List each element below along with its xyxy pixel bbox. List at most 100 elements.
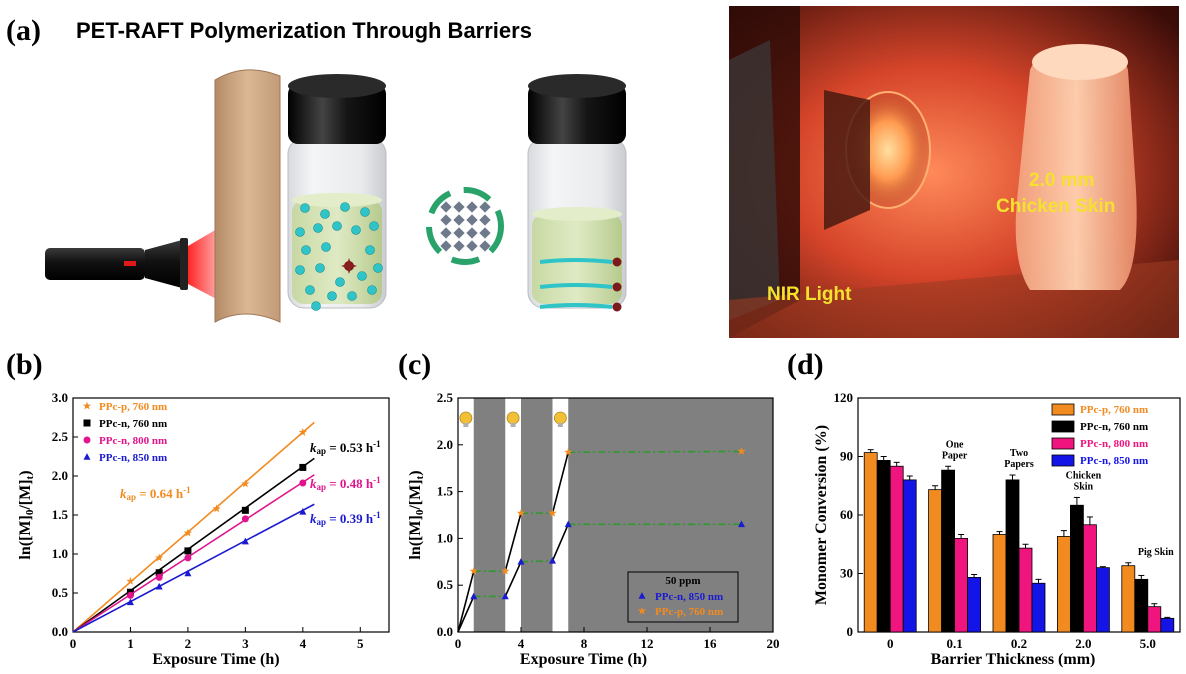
monomer-dot	[360, 207, 370, 217]
legend-swatch	[1051, 420, 1075, 433]
cage-node	[466, 214, 478, 226]
legend-marker	[82, 401, 92, 410]
cage-node	[466, 240, 478, 252]
light-bulb-icon	[553, 411, 567, 425]
y-axis-label-part: t	[24, 475, 36, 479]
y-axis-label-part: ln([M]	[407, 515, 424, 559]
bar	[954, 538, 968, 633]
legend-label: PPc-n, 800 nm	[1080, 438, 1148, 450]
group-label: One	[946, 439, 964, 450]
cage-node	[466, 227, 478, 239]
fit-line	[72, 474, 315, 633]
bar	[1018, 547, 1033, 633]
kap-annotation: kap = 0.48 h-1	[310, 475, 381, 492]
legend-label: PPc-n, 850 nm	[655, 591, 723, 603]
light-bulb-base	[463, 423, 469, 427]
kap-annotation: kap = 0.53 h-1	[310, 439, 381, 456]
y-axis-label-part: /[M]	[407, 479, 424, 510]
group-label: Two	[1010, 448, 1028, 459]
monomer-dot	[327, 291, 337, 301]
irradiation-segment	[551, 452, 570, 514]
kap-value: = 0.48 h	[326, 476, 374, 491]
cage-node	[453, 214, 465, 226]
legend-marker	[83, 453, 91, 460]
y-axis-label-part: 0	[24, 509, 36, 515]
y-axis-label-part: ln([M]	[17, 515, 34, 559]
photo-label-barrier: Chicken Skin	[996, 196, 1115, 217]
vial-before-icon	[287, 74, 387, 309]
cage-node	[440, 240, 452, 252]
x-tick-label: 0	[887, 636, 894, 651]
bar	[1070, 504, 1084, 633]
light-bulb-base	[510, 423, 516, 427]
data-point	[155, 582, 163, 590]
data-point	[184, 547, 192, 555]
x-tick-label: 12	[641, 636, 654, 651]
monomer-dot	[357, 271, 367, 281]
y-tick-label: 2.0	[437, 437, 453, 452]
dark-interval	[473, 398, 506, 632]
x-tick-label: 5.0	[1140, 636, 1156, 651]
bar	[876, 459, 891, 633]
monomer-dot	[315, 263, 325, 273]
x-tick-label: 8	[581, 636, 588, 651]
data-point	[516, 508, 526, 517]
monomer-dot	[313, 223, 323, 233]
data-point	[184, 569, 192, 577]
kap-sub: ap	[127, 492, 137, 502]
x-tick-label: 3	[242, 636, 249, 651]
data-point	[241, 479, 250, 488]
group-label: Papers	[1004, 459, 1034, 470]
chart-b: 0.0 0.5 1.0 1.5 2.0 2.5 3.0 0 1 2 3 4 5 Exposure Time…	[17, 390, 390, 668]
y-axis-label: Monomer Conversion (%)	[813, 425, 830, 605]
data-point	[183, 528, 193, 537]
data-point	[564, 520, 572, 528]
chart-d: 0 30 60 90 120 0 0.1 0.2 2.0 5.0 Barrier Thickness…	[813, 390, 1181, 668]
monomer-dot	[300, 203, 310, 213]
x-tick-label: 1	[127, 636, 134, 651]
legend-title: 50 ppm	[665, 575, 700, 587]
y-tick-label: 1.0	[437, 530, 453, 545]
data-point	[738, 520, 745, 528]
dark-plateau-line	[520, 560, 553, 563]
x-tick-label: 4	[518, 636, 525, 651]
monomer-dot	[295, 227, 305, 237]
monomer-dot	[369, 221, 379, 231]
kap-sub: ap	[317, 482, 327, 492]
cage-node	[453, 240, 465, 252]
data-point	[184, 554, 192, 562]
monomer-dot	[351, 225, 361, 235]
cage-node	[440, 201, 452, 213]
fit-line	[72, 457, 315, 633]
monomer-dot	[320, 209, 330, 219]
cage-node	[479, 240, 491, 252]
y-tick-label: 2.0	[52, 468, 68, 483]
cage-node	[479, 227, 491, 239]
y-axis-label-part: t	[414, 475, 426, 479]
data-point	[212, 504, 221, 513]
legend-marker	[638, 592, 646, 599]
kap-exp: -1	[373, 439, 381, 449]
light-bulb-base	[557, 423, 563, 427]
y-axis-label-part: )	[17, 470, 34, 475]
kap-annotation: kap = 0.39 h-1	[310, 510, 381, 527]
x-tick-label: 2.0	[1075, 636, 1091, 651]
panel-d: (d) 0 30 60 90 120 0 0.1 0.2 2.0 5.0 Barrier Thick…	[787, 348, 1181, 668]
bar	[863, 452, 878, 633]
data-point	[126, 576, 135, 585]
monomer-dot	[321, 242, 331, 252]
cage-node	[453, 227, 465, 239]
data-point	[241, 537, 249, 545]
kap-symbol: k	[310, 440, 317, 455]
monomer-dot	[373, 263, 383, 273]
y-tick-label: 90	[840, 449, 853, 464]
photo-label-light: NIR Light	[767, 284, 852, 305]
x-tick-label: 0.1	[946, 636, 962, 651]
data-point	[517, 557, 525, 565]
bar	[928, 489, 942, 633]
x-axis-label: Exposure Time (h)	[520, 651, 647, 668]
x-axis-label: Exposure Time (h)	[152, 651, 279, 668]
fit-line	[72, 421, 315, 633]
panel-a-letter: (a)	[6, 14, 41, 47]
legend-label: PPc-p, 760 nm	[655, 606, 723, 618]
